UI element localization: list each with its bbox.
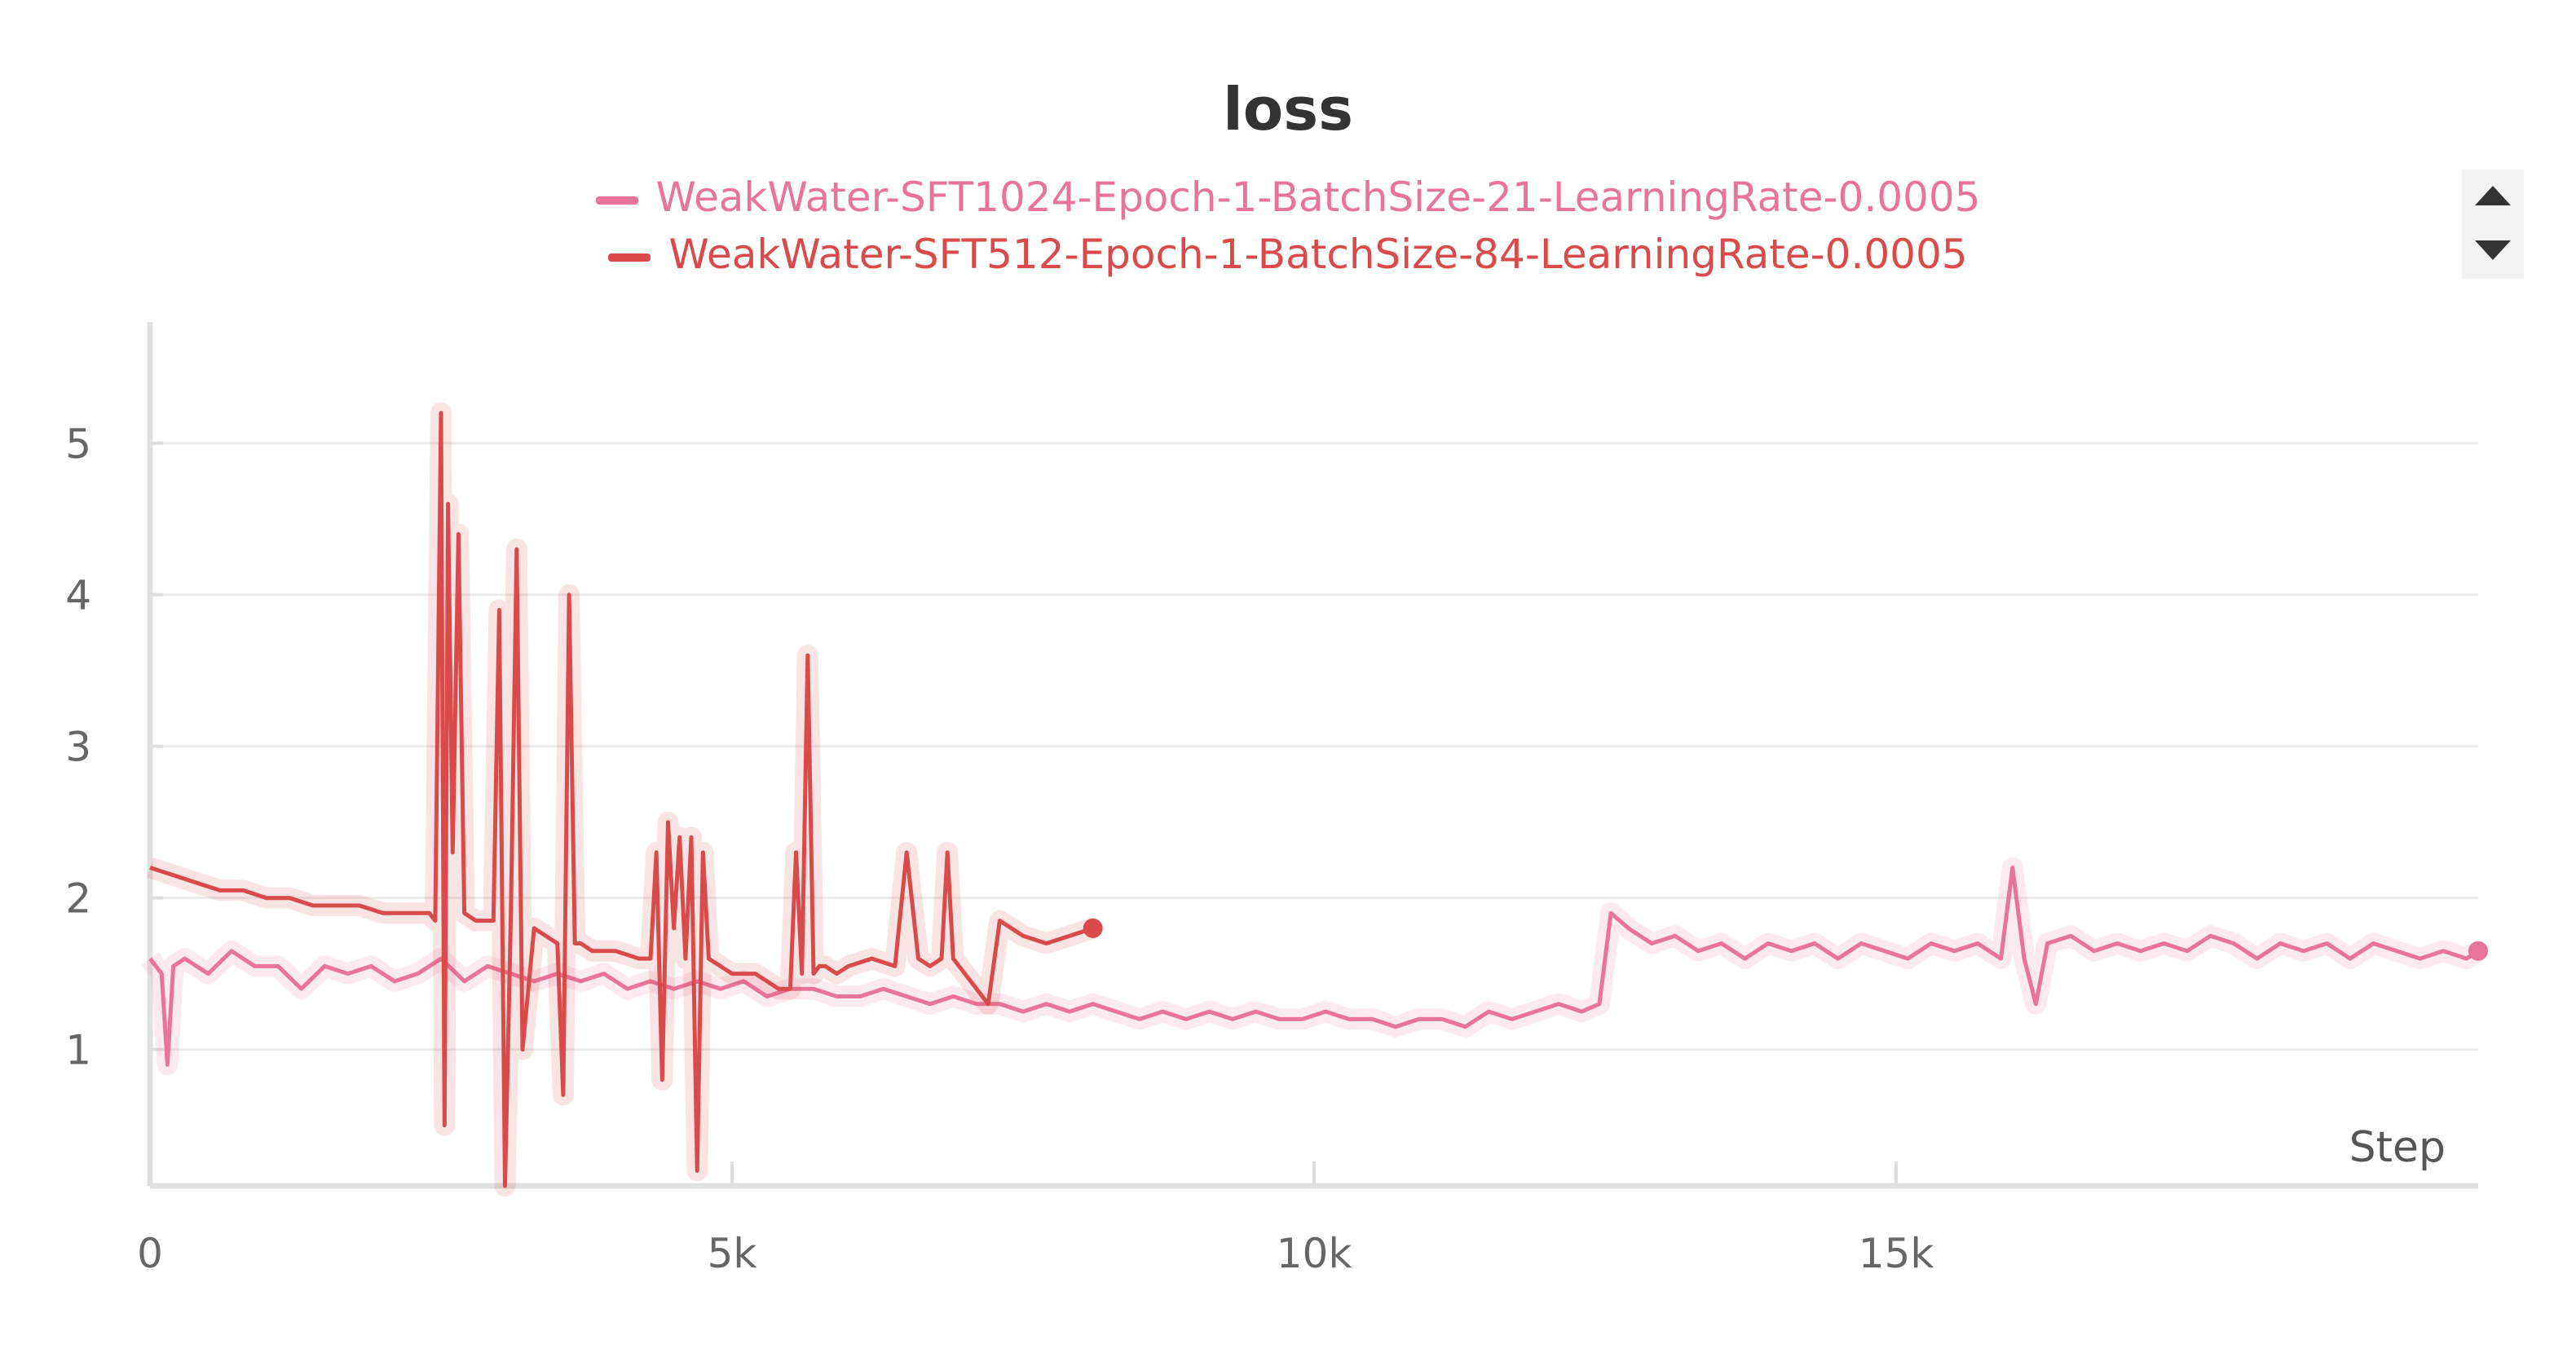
series-lines xyxy=(141,402,2488,1197)
caret-up-icon xyxy=(2475,186,2511,205)
chart-title: loss xyxy=(1223,75,1353,143)
legend-scroll-down-button[interactable] xyxy=(2462,224,2524,279)
y-ticks: 1 2 3 4 5 xyxy=(65,421,163,1074)
y-tick-label: 4 xyxy=(65,572,91,619)
legend-scroller xyxy=(2462,170,2524,279)
x-axis-label: Step xyxy=(2349,1123,2446,1172)
caret-down-icon xyxy=(2475,240,2511,260)
legend-swatch-series-1 xyxy=(595,196,638,205)
y-tick-label: 3 xyxy=(65,724,91,771)
x-tick-label: 0 xyxy=(137,1230,163,1277)
legend-item-series-2[interactable]: WeakWater-SFT512-Epoch-1-BatchSize-84-Le… xyxy=(0,228,2576,280)
y-tick-label: 2 xyxy=(65,875,91,923)
x-tick-label: 10k xyxy=(1277,1230,1352,1277)
legend-item-series-1[interactable]: WeakWater-SFT1024-Epoch-1-BatchSize-21-L… xyxy=(0,171,2576,223)
x-tick-label: 15k xyxy=(1859,1230,1934,1277)
legend-label-series-2: WeakWater-SFT512-Epoch-1-BatchSize-84-Le… xyxy=(668,231,1968,278)
series-endpoint-2 xyxy=(1083,918,1103,938)
series-band-2 xyxy=(146,402,1096,1197)
y-tick-label: 5 xyxy=(65,421,91,468)
legend-swatch-series-2 xyxy=(608,253,651,262)
x-tick-label: 5k xyxy=(708,1230,757,1277)
x-ticks: 0 5k 10k 15k xyxy=(137,1161,1934,1277)
legend-scroll-up-button[interactable] xyxy=(2462,170,2524,224)
legend-label-series-1: WeakWater-SFT1024-Epoch-1-BatchSize-21-L… xyxy=(655,174,1981,221)
series-line-2 xyxy=(149,411,1094,1188)
series-endpoint-1 xyxy=(2468,941,2488,961)
y-tick-label: 1 xyxy=(65,1027,91,1074)
grid-lines xyxy=(150,442,2478,1051)
